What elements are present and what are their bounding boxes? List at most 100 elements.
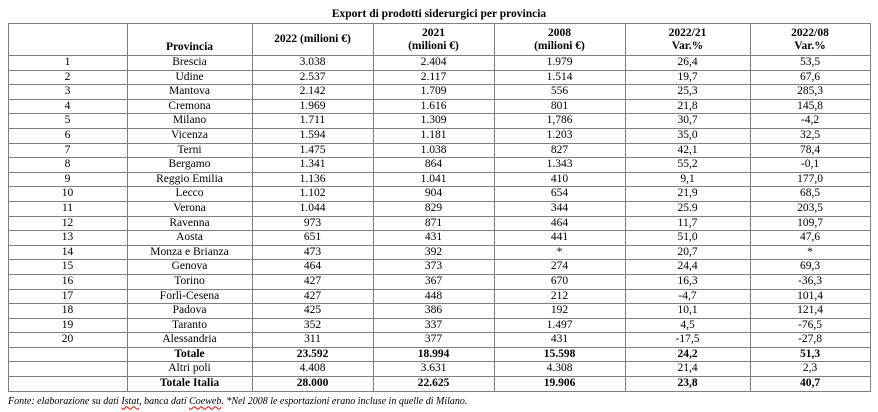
value-2008-cell: 556 [493, 84, 626, 100]
value-2022-cell: 427 [251, 288, 374, 305]
province-row: 4 Cremona 1.969 1.616 801 21,8 145,8 [7, 98, 871, 115]
province-row: 15 Genova 464 373 274 24,4 69,3 [7, 259, 871, 275]
province-cell: Reggio Emilia [126, 171, 253, 188]
province-cell: Milano [126, 113, 253, 129]
total-label-cell: Altri poli [126, 361, 253, 378]
col-header-2008: 2008 (milioni €) [493, 23, 626, 56]
province-cell: Cremona [126, 98, 253, 115]
province-row: 3 Mantova 2.142 1.709 556 25,3 285,3 [7, 84, 871, 100]
rank-cell: 3 [7, 84, 128, 100]
source-note-coeweb: Coeweb [189, 395, 222, 407]
col-header-var-2022-08: 2022/08 Var.% [749, 23, 871, 56]
value-2022-cell: 23.592 [251, 346, 374, 363]
rank-cell: 18 [7, 303, 128, 319]
province-cell: Alessandria [126, 332, 253, 348]
var-2022-08-cell: 145,8 [749, 98, 871, 115]
source-note-prefix: Fonte: elaborazione su dati [8, 395, 122, 407]
rank-cell: 14 [7, 244, 128, 261]
rank-cell: 6 [7, 127, 128, 144]
value-2008-cell: 410 [493, 171, 626, 188]
province-row: 2 Udine 2.537 2.117 1.514 19,7 67,6 [7, 69, 871, 86]
var-2022-08-cell: -76,5 [749, 317, 871, 334]
rank-cell: 12 [7, 215, 128, 232]
var-2022-08-cell: 177,0 [749, 171, 871, 188]
province-cell: Udine [126, 69, 253, 86]
total-row: Altri poli 4.408 3.631 4.308 21,4 2,3 [7, 361, 871, 378]
var-2022-21-cell: 20,7 [624, 244, 751, 261]
var-2022-21-cell: 24,2 [624, 346, 751, 363]
col-header-var-2022-08-line1: 2022/08 [791, 26, 829, 39]
rank-cell: 13 [7, 230, 128, 246]
rank-cell [7, 361, 128, 378]
var-2022-08-cell: 2,3 [749, 361, 871, 378]
col-header-provincia: Provincia [126, 23, 253, 56]
source-note-mid: , banca dati [139, 395, 190, 407]
total-label-cell: Totale [126, 346, 253, 363]
col-header-2008-line1: 2008 [548, 26, 571, 39]
var-2022-08-cell: -27,8 [749, 332, 871, 348]
value-2022-cell: 973 [251, 215, 374, 232]
var-2022-21-cell: 30,7 [624, 113, 751, 129]
province-row: 9 Reggio Emilia 1.136 1.041 410 9,1 177,0 [7, 171, 871, 188]
total-label-cell: Totale Italia [126, 376, 253, 392]
province-cell: Mantova [126, 84, 253, 100]
var-2022-08-cell: 285,3 [749, 84, 871, 100]
value-2008-cell: 1.514 [493, 69, 626, 86]
value-2008-cell: 464 [493, 215, 626, 232]
province-row: 16 Torino 427 367 670 16,3 -36,3 [7, 273, 871, 290]
value-2021-cell: 392 [372, 244, 495, 261]
source-note: Fonte: elaborazione su dati Istat, banca… [0, 392, 878, 408]
var-2022-21-cell: 55,2 [624, 157, 751, 173]
value-2008-cell: 19.906 [493, 376, 626, 392]
value-2021-cell: 2.404 [372, 55, 495, 71]
province-row: 14 Monza e Brianza 473 392 * 20,7 * [7, 244, 871, 261]
source-note-istat: Istat [121, 395, 140, 407]
var-2022-08-cell: 51,3 [749, 346, 871, 363]
value-2022-cell: 352 [251, 317, 374, 334]
value-2008-cell: 431 [493, 332, 626, 348]
value-2008-cell: 274 [493, 259, 626, 275]
rank-cell: 11 [7, 200, 128, 217]
col-header-var-2022-21: 2022/21 Var.% [624, 23, 751, 56]
col-header-2021-line2: (milioni €) [408, 39, 459, 52]
rank-cell: 4 [7, 98, 128, 115]
value-2021-cell: 448 [372, 288, 495, 305]
value-2008-cell: 670 [493, 273, 626, 290]
value-2021-cell: 864 [372, 157, 495, 173]
value-2008-cell: 212 [493, 288, 626, 305]
value-2022-cell: 28.000 [251, 376, 374, 392]
value-2021-cell: 3.631 [372, 361, 495, 378]
export-table: Provincia 2022 (milioni €) 2021 (milioni… [7, 23, 871, 392]
value-2022-cell: 2.142 [251, 84, 374, 100]
var-2022-21-cell: 42,1 [624, 142, 751, 159]
var-2022-08-cell: 53,5 [749, 55, 871, 71]
rank-cell: 8 [7, 157, 128, 173]
var-2022-08-cell: 203,5 [749, 200, 871, 217]
province-cell: Aosta [126, 230, 253, 246]
province-row: 17 Forlì-Cesena 427 448 212 -4,7 101,4 [7, 288, 871, 305]
var-2022-21-cell: 21,8 [624, 98, 751, 115]
value-2022-cell: 1.594 [251, 127, 374, 144]
var-2022-21-cell: 25.9 [624, 200, 751, 217]
value-2022-cell: 1.475 [251, 142, 374, 159]
header-row: Provincia 2022 (milioni €) 2021 (milioni… [7, 23, 871, 56]
var-2022-08-cell: 78,4 [749, 142, 871, 159]
var-2022-21-cell: 21,9 [624, 186, 751, 202]
var-2022-21-cell: -17,5 [624, 332, 751, 348]
value-2008-cell: 801 [493, 98, 626, 115]
value-2021-cell: 1.616 [372, 98, 495, 115]
value-2008-cell: 654 [493, 186, 626, 202]
province-cell: Brescia [126, 55, 253, 71]
source-note-suffix: . *Nel 2008 le esportazioni erano inclus… [221, 395, 468, 407]
value-2021-cell: 373 [372, 259, 495, 275]
var-2022-08-cell: 68,5 [749, 186, 871, 202]
rank-cell: 15 [7, 259, 128, 275]
province-row: 20 Alessandria 311 377 431 -17,5 -27,8 [7, 332, 871, 348]
province-cell: Lecco [126, 186, 253, 202]
province-row: 8 Bergamo 1.341 864 1.343 55,2 -0,1 [7, 157, 871, 173]
province-cell: Padova [126, 303, 253, 319]
var-2022-08-cell: 109,7 [749, 215, 871, 232]
province-cell: Verona [126, 200, 253, 217]
value-2022-cell: 1.969 [251, 98, 374, 115]
